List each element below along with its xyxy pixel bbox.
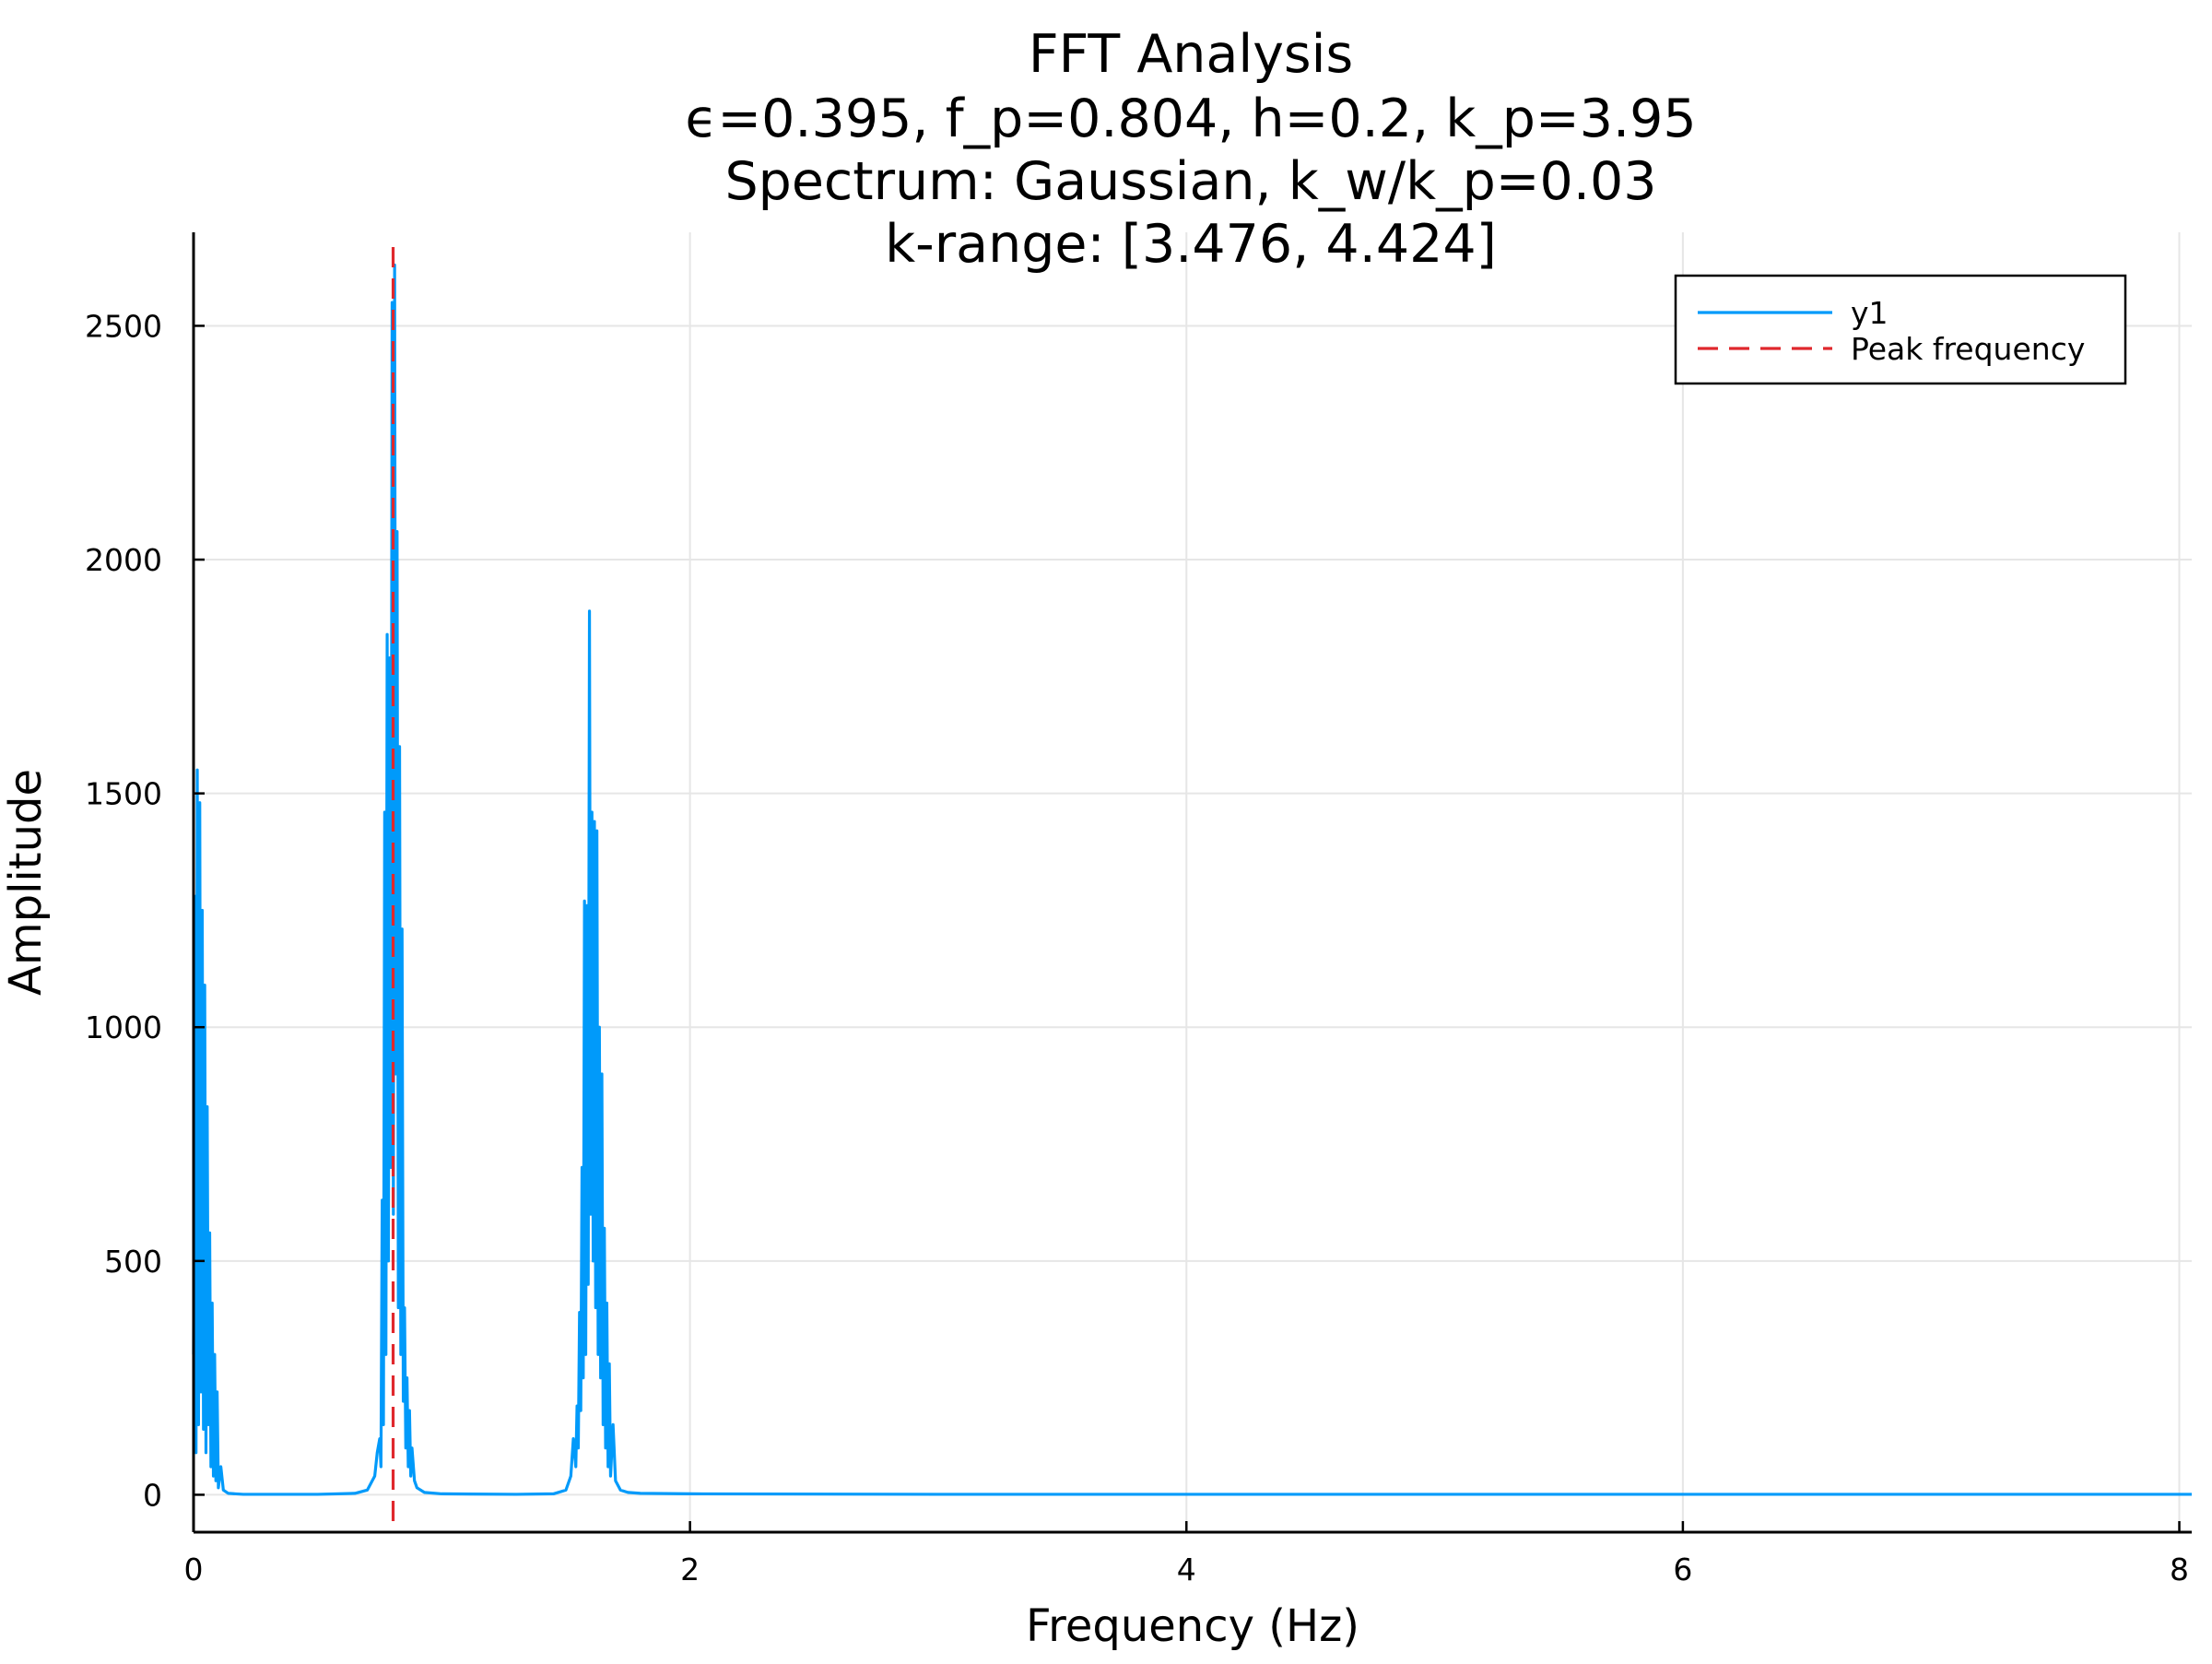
y-tick-label: 0 bbox=[143, 1477, 162, 1513]
title-line: Spectrum: Gaussian, k_w/k_p=0.03 bbox=[725, 151, 1657, 212]
y-axis-label: Amplitude bbox=[0, 769, 52, 996]
title-line: k-range: [3.476, 4.424] bbox=[885, 214, 1497, 275]
y-tick-label: 1500 bbox=[85, 776, 162, 812]
legend-label-peak-frequency: Peak frequency bbox=[1851, 331, 2085, 367]
x-tick-label: 0 bbox=[184, 1552, 204, 1587]
grid bbox=[193, 232, 2192, 1532]
x-tick-label: 8 bbox=[2170, 1552, 2189, 1587]
y-tick-label: 2000 bbox=[85, 542, 162, 578]
series-y1-line bbox=[192, 263, 2192, 1496]
y-tick-label: 1000 bbox=[85, 1009, 162, 1045]
x-tick-label: 2 bbox=[680, 1552, 700, 1587]
y-tick-label: 2500 bbox=[85, 308, 162, 344]
x-tick-label: 4 bbox=[1177, 1552, 1196, 1587]
x-tick-label: 6 bbox=[1673, 1552, 1692, 1587]
plot-area bbox=[192, 247, 2192, 1532]
x-axis-label: Frequency (Hz) bbox=[1026, 1600, 1359, 1652]
legend-box bbox=[1674, 274, 2127, 385]
axes: 0 2 4 6 8 0 500 1000 1500 2000 2500 bbox=[85, 232, 2192, 1587]
legend-label-y1: y1 bbox=[1851, 295, 1888, 331]
title-line: ϵ=0.395, f_p=0.804, h=0.2, k_p=3.95 bbox=[685, 89, 1696, 149]
y-tick-label: 500 bbox=[104, 1244, 162, 1280]
title-line: FFT Analysis bbox=[1029, 24, 1353, 85]
